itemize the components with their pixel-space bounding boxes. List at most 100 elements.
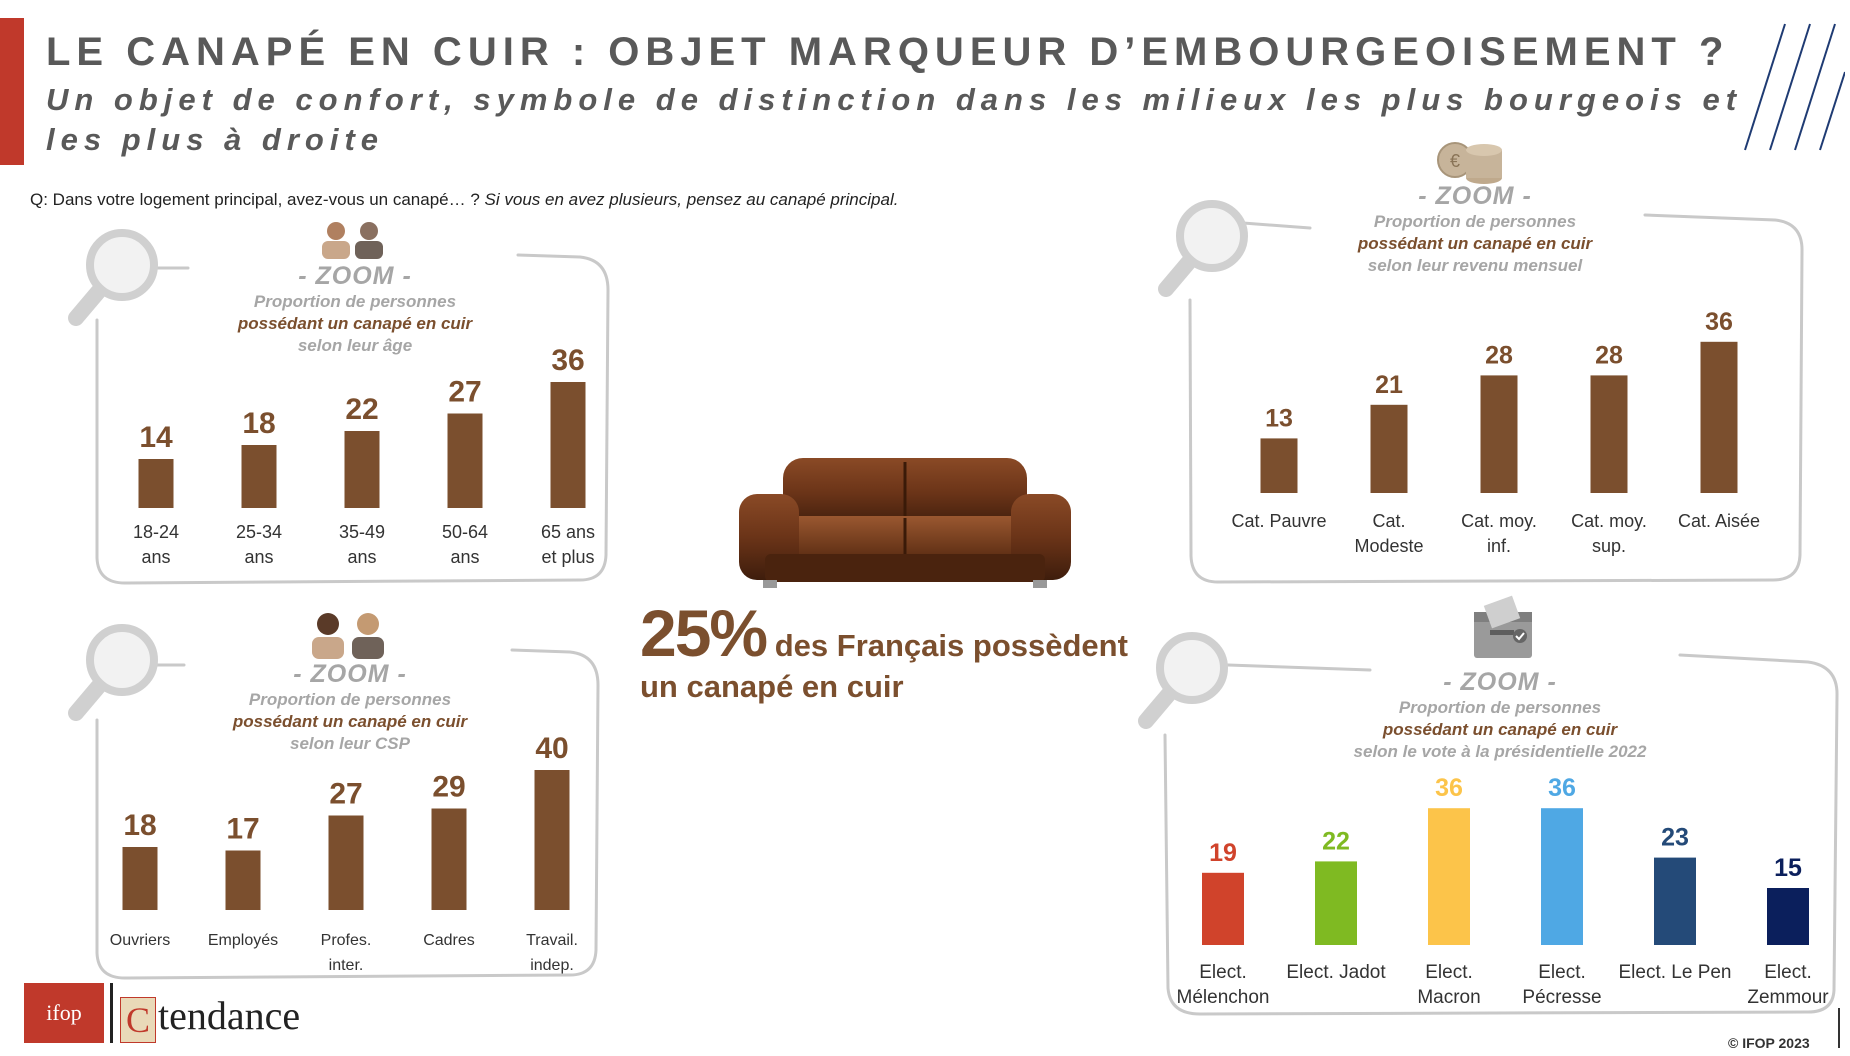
category-label-vote-0: Mélenchon [1177,987,1270,1008]
zoom-header-vote: - ZOOM - Proportion de personnes posséda… [1330,668,1670,763]
value-label-revenu-2: 28 [1485,341,1513,369]
headline-line2: un canapé en cuir [640,669,904,704]
bar-csp-2 [328,815,364,910]
category-label-age-4: et plus [541,547,594,567]
value-label-vote-4: 23 [1661,824,1689,852]
bar-vote-4 [1654,857,1696,945]
value-label-csp-4: 40 [535,732,568,765]
category-label-csp-1: Employés [208,932,278,949]
category-label-revenu-3: sup. [1592,536,1626,556]
title-accent-bar [0,18,24,165]
bar-age-3 [447,413,483,508]
question-text: Q: Dans votre logement principal, avez-v… [30,190,480,209]
value-label-csp-3: 29 [432,771,465,804]
zoom-title: - ZOOM - [1443,668,1557,696]
logo-separator [110,983,113,1043]
headline-line1: des Français possèdent [766,628,1128,663]
bar-revenu-1 [1370,404,1408,493]
value-label-vote-0: 19 [1209,839,1237,867]
value-label-vote-5: 15 [1774,854,1802,882]
people-icon [322,222,383,259]
value-label-csp-2: 27 [329,778,362,811]
category-label-vote-1: Elect. Jadot [1286,962,1386,983]
zoom-title: - ZOOM - [1418,182,1532,210]
category-label-vote-5: Elect. [1764,962,1812,983]
coins-icon: € [1437,142,1502,184]
sofa-image [739,458,1071,588]
value-label-vote-3: 36 [1548,774,1576,802]
zoom-title: - ZOOM - [298,262,412,290]
magnifier-icon [68,624,158,721]
page-title: LE CANAPÉ EN CUIR : OBJET MARQUEUR D’EMB… [46,30,1730,74]
category-label-vote-3: Pécresse [1522,987,1601,1008]
category-label-age-2: ans [347,547,376,567]
zoom-line2: possédant un canapé en cuir [232,712,468,731]
category-label-age-0: 18-24 [133,522,179,542]
copyright-bar [1838,1008,1840,1048]
bar-csp-1 [225,850,261,910]
category-label-revenu-1: Modeste [1354,536,1423,556]
category-label-revenu-1: Cat. [1372,511,1405,531]
category-label-revenu-0: Cat. Pauvre [1231,511,1326,531]
bar-age-4 [550,382,586,508]
category-label-csp-2: inter. [329,957,364,974]
bar-revenu-0 [1260,438,1298,493]
category-label-csp-0: Ouvriers [110,932,170,949]
value-label-revenu-1: 21 [1375,371,1403,399]
bar-revenu-2 [1480,375,1518,493]
zoom-line2: possédant un canapé en cuir [1357,234,1593,253]
value-label-revenu-0: 13 [1265,404,1293,432]
value-label-vote-2: 36 [1435,774,1463,802]
bar-vote-5 [1767,888,1809,945]
bar-revenu-4 [1700,341,1738,493]
bar-vote-3 [1541,808,1583,945]
category-label-revenu-2: inf. [1487,536,1511,556]
survey-question: Q: Dans votre logement principal, avez-v… [30,190,898,210]
bar-csp-0 [122,847,158,910]
zoom-title: - ZOOM - [293,660,407,688]
panel-csp-frame [95,648,600,980]
category-label-age-3: ans [450,547,479,567]
value-label-revenu-4: 36 [1705,308,1733,336]
value-label-age-0: 14 [139,421,173,454]
decorative-hatch-icon [1744,23,1845,151]
zoom-line3: selon leur CSP [290,734,410,753]
magnifier-icon [1138,632,1228,729]
zoom-header-csp: - ZOOM - Proportion de personnes posséda… [205,660,495,755]
bar-csp-3 [431,808,467,910]
bar-revenu-3 [1590,375,1628,493]
value-label-vote-1: 22 [1322,827,1350,855]
copyright: © IFOP 2023 [1728,1035,1810,1051]
magnifier-icon [68,229,158,326]
category-label-revenu-4: Cat. Aisée [1678,511,1760,531]
category-label-age-2: 35-49 [339,522,385,542]
bar-vote-0 [1202,872,1244,945]
bar-vote-1 [1315,861,1357,945]
value-label-revenu-3: 28 [1595,341,1623,369]
value-label-age-3: 27 [448,376,481,409]
question-note: Si vous en avez plusieurs, pensez au can… [484,190,899,209]
panel-vote-frame [1163,653,1839,1016]
value-label-age-1: 18 [242,407,275,440]
magnifier-icon [1158,200,1248,297]
category-label-vote-2: Macron [1417,987,1480,1008]
category-label-revenu-3: Cat. moy. [1571,511,1647,531]
zoom-header-revenu: - ZOOM - Proportion de personnes posséda… [1330,182,1620,277]
zoom-header-age: - ZOOM - Proportion de personnes posséda… [210,262,500,357]
ifop-logo: ifop [24,983,104,1043]
panel-age-frame [95,253,610,585]
bar-vote-2 [1428,808,1470,945]
category-label-vote-3: Elect. [1538,962,1586,983]
value-label-age-4: 36 [551,344,584,377]
zoom-line1: Proportion de personnes [1373,212,1577,231]
bar-csp-4 [534,770,570,910]
bar-age-0 [138,459,174,508]
people-icon [312,613,384,659]
value-label-csp-0: 18 [123,809,156,842]
category-label-vote-0: Elect. [1199,962,1247,983]
zoom-line1: Proportion de personnes [248,690,452,709]
zoom-line2: possédant un canapé en cuir [237,314,473,333]
category-label-age-1: 25-34 [236,522,282,542]
